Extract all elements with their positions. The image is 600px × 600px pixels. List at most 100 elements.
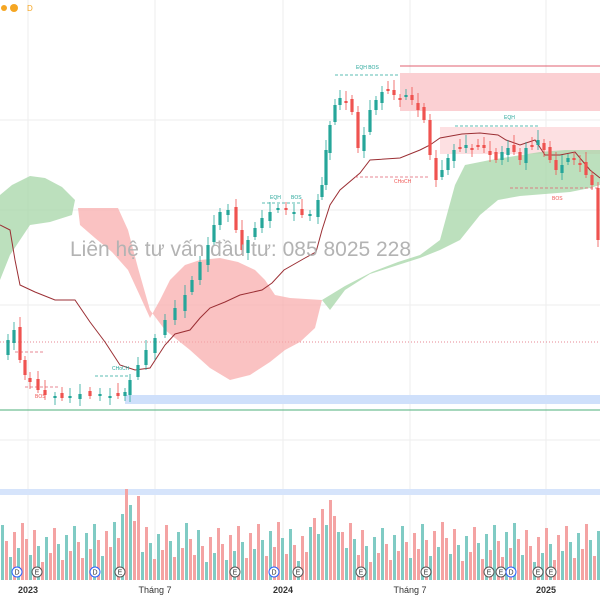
candle [386,81,390,94]
candle [308,210,312,221]
volume-bar [333,516,336,580]
structure-lines [15,74,600,388]
volume-bar [109,547,112,580]
volume-bar [81,558,84,580]
volume-bar [509,548,512,580]
candle [476,139,480,150]
candle [374,96,378,115]
candle-body [476,145,480,147]
candle [398,94,402,107]
demand-zone [125,395,600,404]
candle [428,114,432,160]
candle [410,87,414,105]
candle [324,140,328,190]
candle-body [234,207,238,230]
candle-body [206,245,210,265]
volume-bar [569,542,572,580]
event-marker-label: D [14,570,19,577]
volume-bar [449,554,452,580]
candle-body [584,162,588,175]
candle [12,322,16,350]
candle [60,387,64,401]
candle [458,139,462,152]
candle-body [28,378,32,382]
candle-body [500,152,504,160]
volume-bar [345,548,348,580]
candle-body [458,147,462,149]
volume-bar [1,525,4,580]
candle-body [284,208,288,210]
candle [108,388,112,405]
candle [548,141,552,163]
candle [226,204,230,222]
volume-bar [361,530,364,580]
candle-body [578,163,582,165]
candle-body [333,105,337,122]
candle [452,144,456,168]
candle-body [392,90,396,95]
volume-bar [69,551,72,580]
candle [198,256,202,285]
candle [36,371,40,393]
earnings-marker: E [292,566,304,578]
volume-bar [573,558,576,580]
volume-bar [561,551,564,580]
candle-body [226,210,230,215]
volume-bar [313,518,316,580]
volume-bar [321,509,324,580]
candle [212,215,216,245]
candle [338,90,342,110]
volume-bar [397,551,400,580]
dividend-marker: D [268,566,280,578]
event-marker-circle [11,566,23,578]
event-marker-label: E [549,570,554,577]
volume-bar [353,539,356,580]
candle [482,137,486,153]
candle-body [368,110,372,132]
candle [524,142,528,170]
candle-body [548,147,552,160]
volume-bar [377,553,380,580]
candle [136,357,140,380]
candle [163,314,167,338]
badge-dot [10,4,18,12]
volume-bar [301,536,304,580]
earnings-marker: E [114,566,126,578]
watermark: Liên hệ tư vấn đầu tư: 085 8025 228 [70,238,411,261]
candle [494,148,498,163]
volume-bar [29,555,32,580]
volume-bar [349,523,352,580]
candle-body [494,152,498,160]
earnings-marker: E [420,566,432,578]
candle [284,202,288,215]
candle-body [380,92,384,103]
candle [253,222,257,240]
volume-bar [273,547,276,580]
volume-bar [117,538,120,580]
candle-body [512,145,516,152]
volume-bar [145,527,148,580]
volume-bar [329,500,332,580]
volume-bar [469,552,472,580]
event-marker-circle [31,566,43,578]
candle-body [542,143,546,150]
volume-bar [461,561,464,580]
cloud-bear [78,208,322,380]
event-marker-circle [420,566,432,578]
candle-body [98,394,102,396]
volume-bar [205,562,208,580]
volume-bar [89,549,92,580]
candles-layer [6,80,600,406]
volume-bar [417,549,420,580]
annotation-layer: BOS CHoCH EQH BOS EQH BOS CHoCH EQH BOS [35,65,563,400]
volume-bar [373,537,376,580]
volume-bar [477,543,480,580]
volume-bar [305,552,308,580]
volume-bar [157,534,160,580]
candle [300,199,304,218]
volume-bar [365,546,368,580]
volume-bar [453,529,456,580]
candle-body [434,158,438,180]
volume-bar [493,525,496,580]
candle-body [123,392,127,396]
